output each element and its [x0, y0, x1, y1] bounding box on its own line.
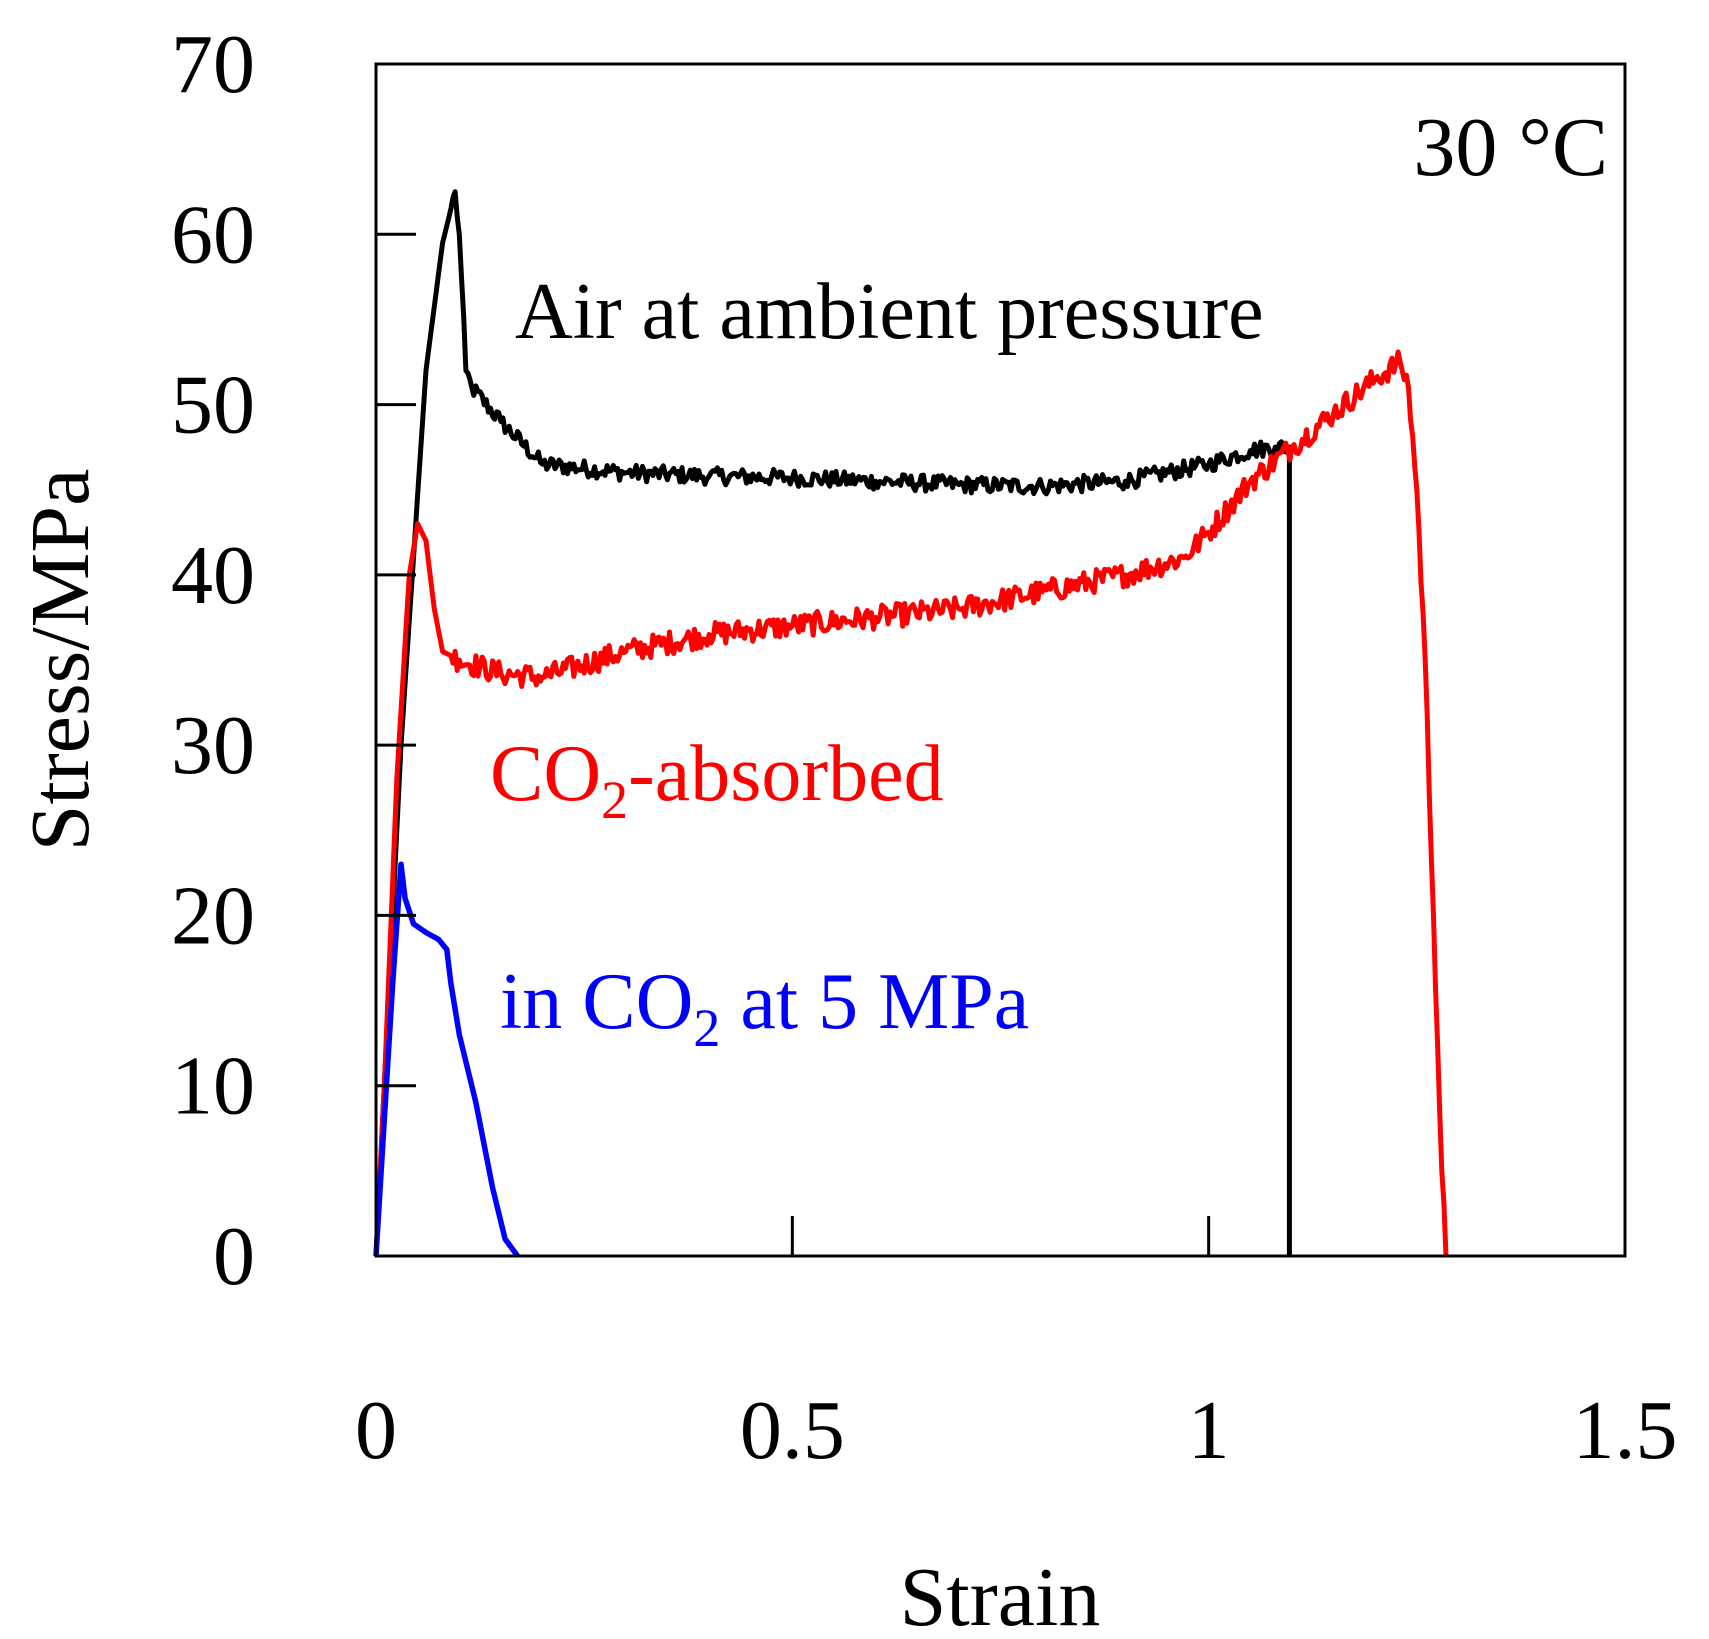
- temperature-label: 30 °C: [1413, 101, 1608, 194]
- series-line-in-co2: [373, 861, 520, 1258]
- in-co2-label-subscript: 2: [693, 998, 720, 1058]
- y-tick-label: 0: [213, 1210, 255, 1303]
- x-tick-label: 0: [355, 1384, 397, 1477]
- plot-frame: [374, 62, 1627, 1258]
- y-tick-label: 70: [171, 18, 255, 111]
- air-series-label: Air at ambient pressure: [515, 268, 1264, 356]
- y-tick-label: 20: [171, 869, 255, 962]
- x-tick-label: 0.5: [740, 1384, 845, 1477]
- co2-absorbed-label-prefix: CO: [490, 730, 601, 818]
- co2-absorbed-label-suffix: -absorbed: [628, 730, 943, 818]
- in-co2-label-prefix: in CO: [500, 958, 693, 1046]
- series-line-co2-absorbed: [373, 349, 1449, 1257]
- y-tick-label: 10: [171, 1040, 255, 1133]
- y-tick-label: 40: [171, 529, 255, 622]
- in-co2-label-suffix: at 5 MPa: [720, 958, 1029, 1046]
- x-axis-label: Strain: [900, 1551, 1101, 1639]
- series-line-air: [373, 189, 1292, 1257]
- co2-absorbed-series-label: CO2-absorbed: [490, 730, 944, 830]
- axis-layer: 0 10 20 30 40 50 60 70 0 0.5 1 1.5: [171, 18, 1678, 1477]
- co2-absorbed-label-subscript: 2: [601, 770, 628, 830]
- y-axis-label: Stress/MPa: [14, 469, 107, 852]
- y-tick-label: 50: [171, 359, 255, 452]
- series-layer: [373, 189, 1449, 1258]
- y-tick-label: 60: [171, 188, 255, 281]
- in-co2-series-label: in CO2 at 5 MPa: [500, 958, 1029, 1058]
- y-tick-label: 30: [171, 699, 255, 792]
- x-tick-label: 1.5: [1573, 1384, 1678, 1477]
- x-tick-label: 1: [1188, 1384, 1230, 1477]
